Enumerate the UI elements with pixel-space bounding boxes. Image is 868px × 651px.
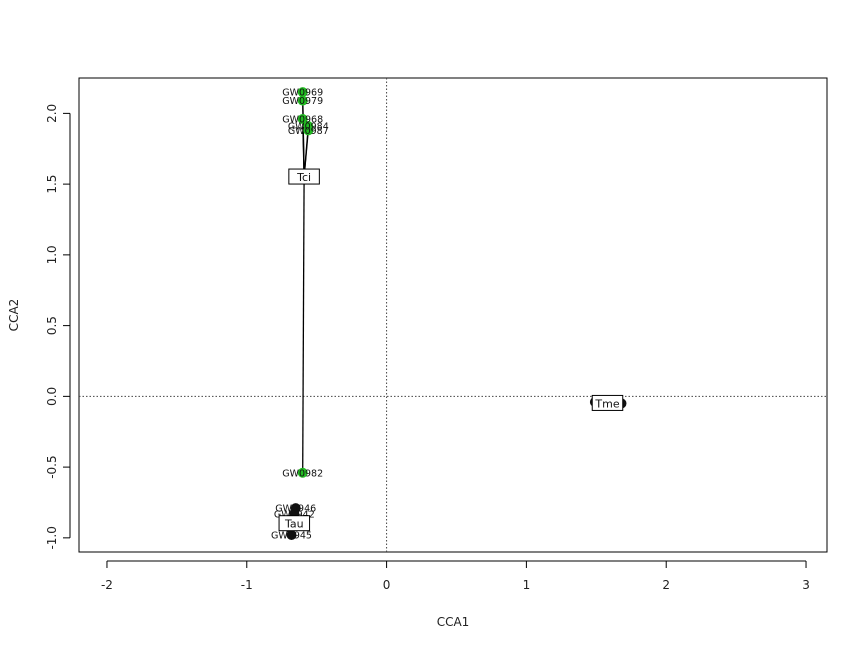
group-centroid-labels: Tci Tau Tme — [278, 168, 624, 532]
point-label: GW0982 — [282, 468, 323, 479]
plot-frame — [78, 77, 828, 553]
x-tick-label: -1 — [241, 578, 253, 592]
data-point-tau — [286, 530, 297, 541]
y-tick-label: 0.5 — [45, 316, 59, 335]
x-tick-label: 2 — [662, 578, 670, 592]
spoke-tci — [302, 177, 305, 473]
centroid-label: Tci — [296, 171, 311, 184]
y-axis-title: CCA2 — [7, 299, 21, 332]
centroid-box — [278, 515, 311, 532]
y-tick-label: 0.0 — [45, 387, 59, 406]
x-tick-label: 1 — [523, 578, 531, 592]
data-point-tci — [297, 114, 308, 125]
centroid-box — [288, 168, 320, 185]
centroid-box — [591, 394, 624, 411]
y-tick-label: 1.5 — [45, 175, 59, 194]
data-point-tci — [297, 467, 308, 478]
x-tick-label: 0 — [383, 578, 391, 592]
y-axis: -1.0 -0.5 0.0 0.5 1.0 1.5 2.0 — [45, 104, 71, 550]
centroid-tau: Tau — [278, 515, 311, 532]
data-point-tci — [297, 87, 308, 98]
data-point-tci — [297, 95, 308, 106]
y-tick-label: 1.0 — [45, 245, 59, 264]
point-label: GW0945 — [271, 531, 312, 542]
x-tick-label: 3 — [802, 578, 810, 592]
data-points — [285, 87, 627, 541]
x-axis-title: CCA1 — [437, 615, 470, 629]
y-tick-label: -1.0 — [45, 526, 59, 549]
point-label: GW0946 — [275, 504, 316, 515]
point-label: GW0984 — [288, 122, 329, 133]
reference-lines — [79, 78, 827, 552]
point-label: GW0987 — [288, 126, 329, 137]
y-tick-label: -0.5 — [45, 455, 59, 478]
centroid-label: Tme — [594, 397, 619, 410]
x-axis: -2 -1 0 1 2 3 — [101, 560, 810, 592]
centroid-tci: Tci — [288, 168, 320, 185]
point-label: GW0969 — [282, 88, 323, 99]
x-tick-label: -2 — [101, 578, 113, 592]
point-label: GW0942 — [274, 509, 315, 520]
spoke-tci — [302, 119, 305, 178]
point-label: GW0968 — [282, 115, 323, 126]
group-spokes — [289, 92, 622, 536]
centroid-tme: Tme — [591, 394, 624, 411]
centroid-label: Tau — [284, 518, 304, 531]
data-point-tci — [303, 125, 314, 136]
point-label: GW0979 — [282, 96, 323, 107]
y-tick-label: 2.0 — [45, 104, 59, 123]
